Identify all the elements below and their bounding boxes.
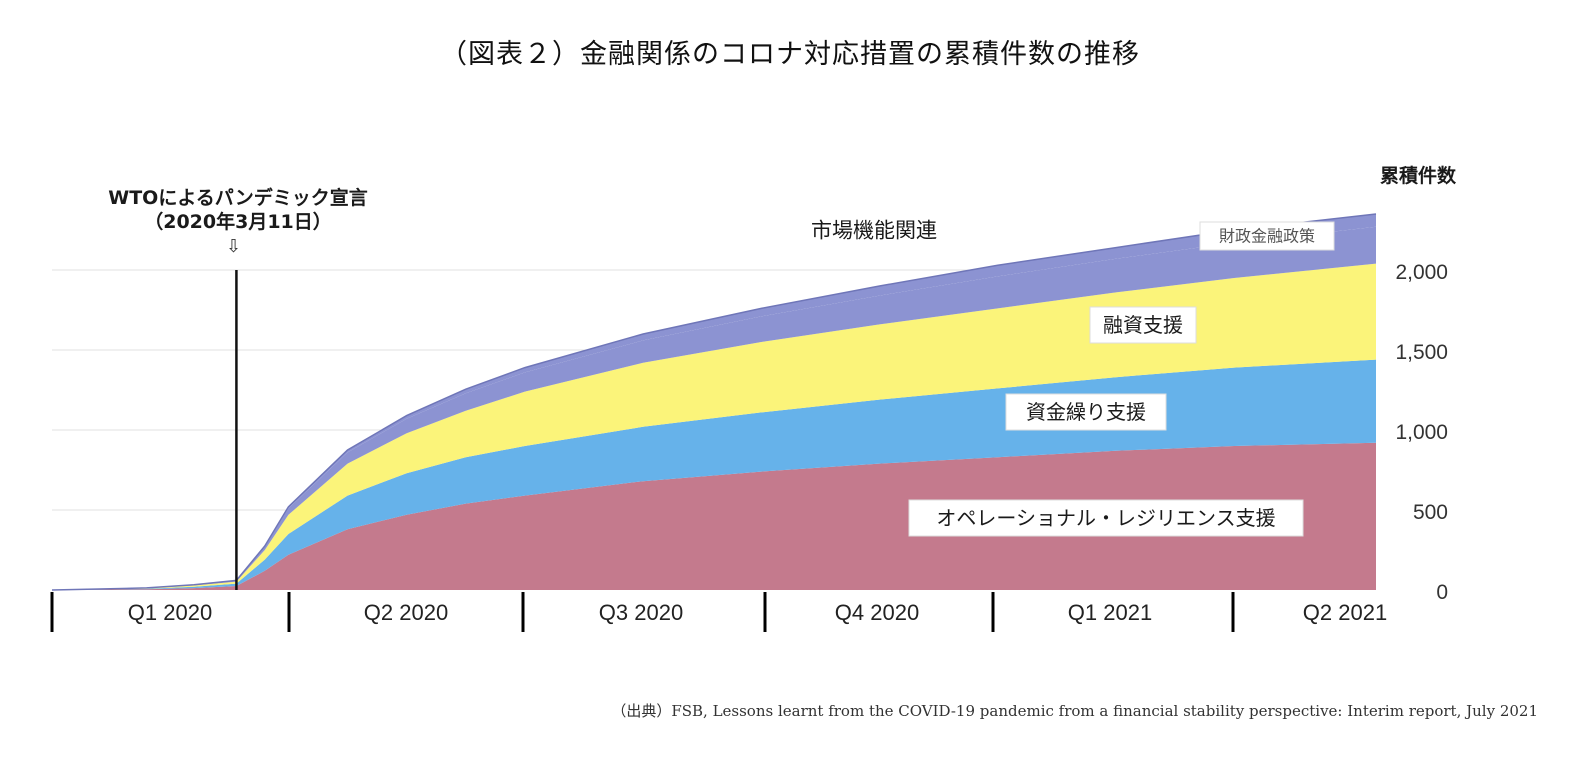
area-series-2 (52, 263, 1376, 590)
series-label: 財政金融政策 (1219, 227, 1315, 246)
y-axis-label: 累積件数 (1380, 164, 1457, 187)
series-label: 融資支援 (1103, 313, 1183, 337)
area-series-3 (52, 226, 1376, 591)
pandemic-annotation-line2: （2020年3月11日） (144, 211, 332, 233)
pandemic-annotation-line1: WTOによるパンデミック宣言 (108, 187, 368, 209)
x-tick-label: Q2 2021 (1303, 600, 1387, 625)
x-tick-label: Q1 2021 (1068, 600, 1152, 625)
area-series-0 (52, 442, 1376, 590)
series-label-box (908, 499, 1304, 537)
y-axis: 0 500 1,000 1,500 2,000 累積件数 (1380, 164, 1457, 604)
stacked-area-chart: Q1 2020 Q2 2020 Q3 2020 Q4 2020 Q1 2021 Q2 20… (50, 164, 1457, 632)
series-label: オペレーショナル・レジリエンス支援 (936, 506, 1275, 530)
x-tick-label: Q2 2020 (364, 600, 448, 625)
series-label-box (1199, 221, 1335, 251)
x-tick-label: Q3 2020 (599, 600, 683, 625)
page-title: （図表２）金融関係のコロナ対応措置の累積件数の推移 (440, 39, 1140, 70)
series-label: 資金繰り支援 (1026, 400, 1146, 424)
y-tick-label: 2,000 (1395, 261, 1448, 284)
series-labels: オペレーショナル・レジリエンス支援 資金繰り支援 融資支援 市場機能関連 財政金融政策 (811, 218, 1335, 537)
y-tick-label: 0 (1436, 581, 1448, 604)
x-tick-label: Q4 2020 (835, 600, 919, 625)
y-tick-label: 1,500 (1395, 341, 1448, 364)
down-arrow-icon: ⇩ (226, 236, 242, 257)
x-axis: Q1 2020 Q2 2020 Q3 2020 Q4 2020 Q1 2021 Q2 20… (50, 592, 1387, 632)
series-label-box (1089, 306, 1197, 344)
pandemic-annotation: WTOによるパンデミック宣言 （2020年3月11日） (78, 186, 398, 234)
y-tick-label: 500 (1413, 501, 1448, 524)
x-tick-label: Q1 2020 (128, 600, 212, 625)
series-label: 市場機能関連 (811, 218, 937, 242)
source-note: （出典）FSB, Lessons learnt from the COVID-1… (611, 702, 1538, 720)
y-tick-label: 1,000 (1395, 421, 1448, 444)
series-label-box (1005, 393, 1167, 431)
total-line (51, 213, 1377, 591)
